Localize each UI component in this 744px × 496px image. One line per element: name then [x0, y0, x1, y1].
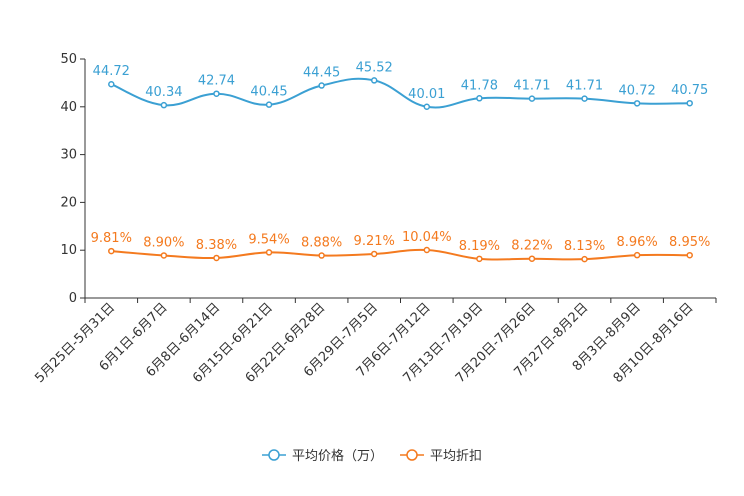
data-point: [318, 82, 325, 89]
data-label: 44.45: [303, 66, 340, 81]
data-point: [160, 252, 168, 259]
data-label: 9.21%: [354, 234, 395, 249]
series-layer: 44.72 40.34 42.74 40.45 44.45 45.52 40.01 41.78…: [91, 60, 710, 263]
data-point: [423, 246, 431, 254]
data-point: [370, 77, 378, 84]
legend-item-2[interactable]: 平均折扣: [400, 449, 482, 464]
data-label: 8.88%: [301, 236, 342, 251]
series-2: 9.81% 8.90% 8.38% 9.54% 8.88% 9.21% 10.04% 8.19…: [91, 230, 710, 263]
y-tick-label: 20: [60, 195, 77, 210]
data-point: [528, 95, 536, 102]
data-label: 9.81%: [91, 231, 132, 246]
data-label: 40.01: [408, 87, 445, 102]
data-point: [581, 95, 588, 102]
data-point: [686, 251, 693, 259]
legend: 平均价格（万） 平均折扣: [262, 448, 482, 464]
data-label: 8.22%: [511, 239, 552, 254]
data-point: [476, 95, 483, 102]
data-point: [476, 255, 483, 263]
data-point: [633, 100, 641, 107]
data-point: [318, 252, 325, 259]
legend-label: 平均折扣: [430, 449, 482, 464]
data-label: 40.75: [671, 83, 708, 98]
data-point: [108, 247, 115, 255]
data-label: 41.71: [566, 79, 603, 94]
data-point: [213, 90, 220, 97]
data-point: [108, 80, 115, 88]
data-label: 41.71: [513, 79, 550, 94]
data-label: 8.13%: [564, 239, 605, 254]
legend-label: 平均价格（万）: [292, 448, 383, 464]
y-tick-label: 10: [60, 243, 77, 258]
data-label: 8.96%: [616, 235, 657, 250]
data-label: 41.78: [461, 78, 498, 93]
data-point: [686, 99, 693, 107]
data-label: 8.38%: [196, 238, 237, 253]
series-line: [111, 248, 690, 261]
data-point: [370, 250, 378, 258]
data-label: 8.95%: [669, 235, 710, 250]
data-label: 10.04%: [402, 230, 452, 245]
legend-marker-icon: [406, 449, 418, 461]
data-point: [265, 249, 273, 256]
data-label: 40.72: [619, 83, 656, 98]
data-label: 44.72: [93, 64, 130, 79]
y-tick-label: 40: [60, 100, 77, 115]
y-tick-label: 0: [69, 291, 77, 306]
data-label: 40.45: [250, 85, 287, 100]
data-point: [213, 254, 220, 262]
data-point: [528, 255, 536, 262]
legend-item-1[interactable]: 平均价格（万）: [262, 448, 383, 464]
data-point: [265, 101, 273, 108]
data-label: 40.34: [145, 85, 182, 100]
data-point: [423, 103, 431, 111]
series-1: 44.72 40.34 42.74 40.45 44.45 45.52 40.01 41.78…: [93, 60, 708, 111]
data-label: 8.19%: [459, 239, 500, 254]
data-label: 45.52: [356, 60, 393, 75]
series-line: [110, 77, 690, 109]
data-point: [160, 101, 168, 109]
y-tick-label: 30: [60, 148, 77, 163]
data-label: 9.54%: [248, 232, 289, 247]
legend-marker-icon: [268, 449, 280, 461]
y-tick-label: 50: [60, 52, 77, 67]
data-label: 8.90%: [143, 235, 184, 250]
data-point: [633, 251, 641, 259]
data-point: [581, 255, 588, 263]
data-label: 42.74: [198, 74, 235, 89]
